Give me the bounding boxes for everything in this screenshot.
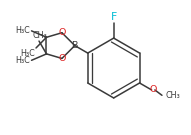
Text: CH₃: CH₃: [165, 91, 180, 100]
Text: H₃C: H₃C: [16, 56, 31, 65]
Text: B: B: [72, 41, 78, 50]
Text: F: F: [111, 11, 117, 22]
Text: H₃C: H₃C: [16, 26, 31, 35]
Text: O: O: [149, 85, 156, 94]
Text: H₃C: H₃C: [20, 49, 35, 58]
Text: CH₃: CH₃: [33, 31, 47, 40]
Text: O: O: [58, 28, 66, 37]
Text: O: O: [58, 54, 66, 63]
